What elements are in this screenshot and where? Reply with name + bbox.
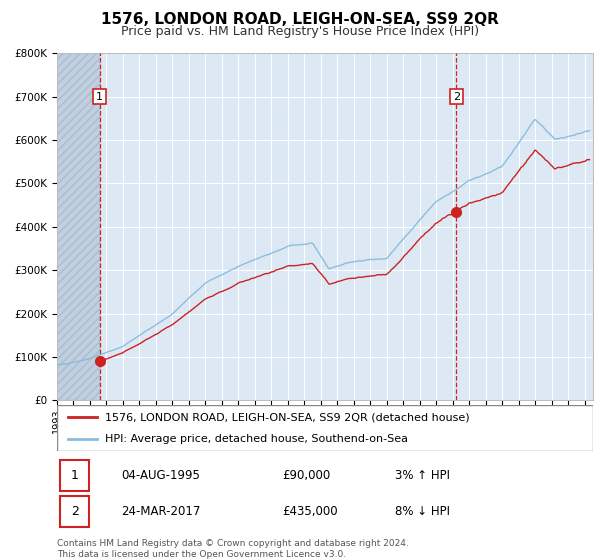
Text: 3% ↑ HPI: 3% ↑ HPI xyxy=(395,469,449,482)
Text: 1: 1 xyxy=(96,92,103,101)
FancyBboxPatch shape xyxy=(59,460,89,491)
Text: 2: 2 xyxy=(453,92,460,101)
Text: 24-MAR-2017: 24-MAR-2017 xyxy=(121,505,200,518)
Text: HPI: Average price, detached house, Southend-on-Sea: HPI: Average price, detached house, Sout… xyxy=(105,435,408,444)
Text: £90,000: £90,000 xyxy=(282,469,330,482)
Text: £435,000: £435,000 xyxy=(282,505,338,518)
Text: 8% ↓ HPI: 8% ↓ HPI xyxy=(395,505,449,518)
Text: 1576, LONDON ROAD, LEIGH-ON-SEA, SS9 2QR: 1576, LONDON ROAD, LEIGH-ON-SEA, SS9 2QR xyxy=(101,12,499,27)
Text: 1576, LONDON ROAD, LEIGH-ON-SEA, SS9 2QR (detached house): 1576, LONDON ROAD, LEIGH-ON-SEA, SS9 2QR… xyxy=(105,412,470,422)
Text: Contains HM Land Registry data © Crown copyright and database right 2024.: Contains HM Land Registry data © Crown c… xyxy=(57,539,409,548)
Text: Price paid vs. HM Land Registry's House Price Index (HPI): Price paid vs. HM Land Registry's House … xyxy=(121,25,479,38)
Text: This data is licensed under the Open Government Licence v3.0.: This data is licensed under the Open Gov… xyxy=(57,550,346,559)
Text: 2: 2 xyxy=(71,505,79,518)
Text: 04-AUG-1995: 04-AUG-1995 xyxy=(121,469,200,482)
Text: 1: 1 xyxy=(71,469,79,482)
Bar xyxy=(57,53,100,400)
FancyBboxPatch shape xyxy=(59,496,89,528)
